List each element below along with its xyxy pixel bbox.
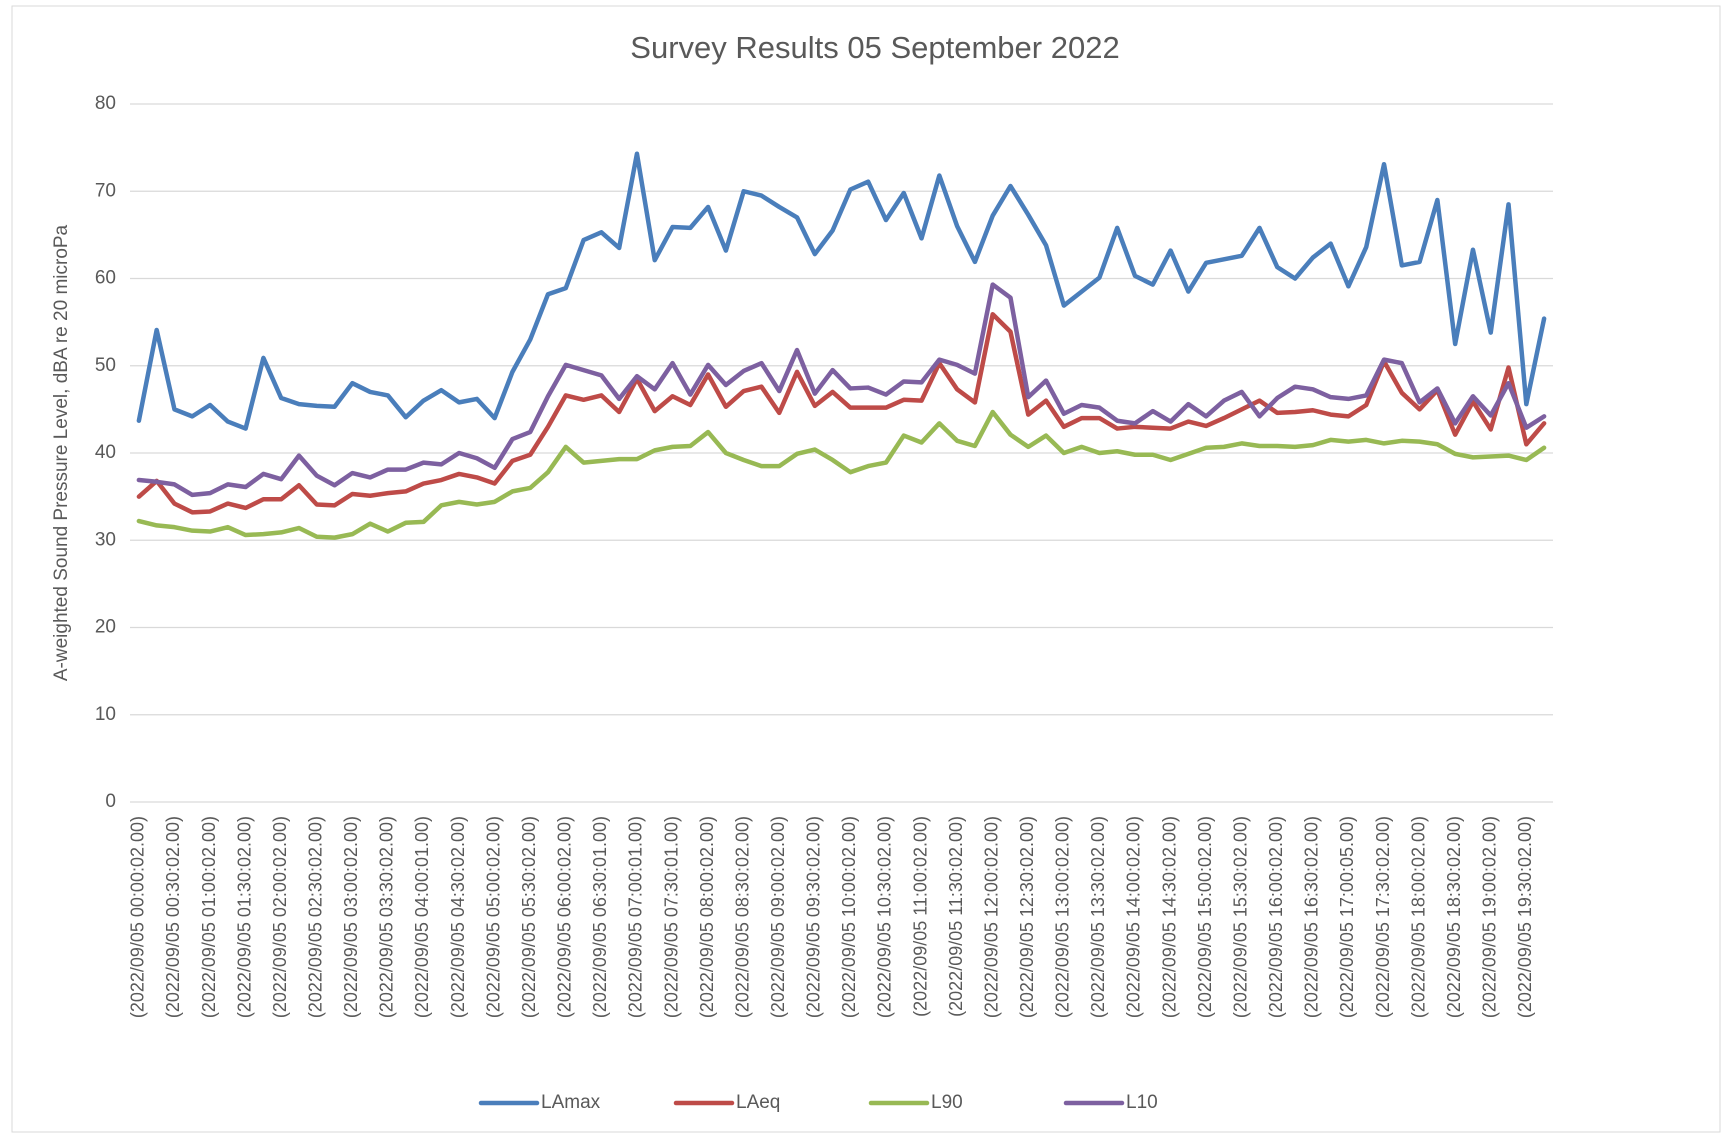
x-tick-label: (2022/09/05 09:30:02.00) xyxy=(804,816,824,1018)
x-tick-label: (2022/09/05 02:00:02.00) xyxy=(270,816,290,1018)
x-tick-label: (2022/09/05 11:00:02.00) xyxy=(910,816,930,1017)
x-tick-label: (2022/09/05 19:00:02.00) xyxy=(1479,816,1499,1018)
x-tick-label: (2022/09/05 01:30:02.00) xyxy=(234,816,254,1018)
x-tick-label: (2022/09/05 07:00:01.00) xyxy=(626,816,646,1018)
x-tick-label: (2022/09/05 06:00:02.00) xyxy=(555,816,575,1018)
x-tick-label: (2022/09/05 17:30:02.00) xyxy=(1373,816,1393,1018)
x-tick-label: (2022/09/05 18:00:02.00) xyxy=(1408,816,1428,1018)
x-tick-label: (2022/09/05 18:30:02.00) xyxy=(1444,816,1464,1018)
legend-label: L90 xyxy=(931,1092,963,1113)
x-tick-label: (2022/09/05 16:30:02.00) xyxy=(1302,816,1322,1018)
y-tick-label: 50 xyxy=(95,355,116,376)
x-tick-label: (2022/09/05 03:00:02.00) xyxy=(341,816,361,1018)
legend-label: L10 xyxy=(1126,1092,1158,1113)
x-tick-label: (2022/09/05 11:30:02.00) xyxy=(946,816,966,1017)
x-tick-label: (2022/09/05 04:00:01.00) xyxy=(412,816,432,1018)
x-tick-label: (2022/09/05 15:30:02.00) xyxy=(1230,816,1250,1018)
x-tick-label: (2022/09/05 14:00:02.00) xyxy=(1124,816,1144,1018)
y-tick-label: 70 xyxy=(95,180,116,201)
x-tick-label: (2022/09/05 10:00:02.00) xyxy=(839,816,859,1018)
y-axis-label: A-weighted Sound Pressure Level, dBA re … xyxy=(51,224,72,681)
x-tick-label: (2022/09/05 07:30:01.00) xyxy=(661,816,681,1018)
series-line xyxy=(136,282,1547,498)
x-tick-label: (2022/09/05 01:00:02.00) xyxy=(199,816,219,1018)
x-tick-label: (2022/09/05 10:30:02.00) xyxy=(875,816,895,1018)
legend-label: LAeq xyxy=(736,1092,780,1113)
y-tick-label: 30 xyxy=(95,529,116,550)
x-tick-label: (2022/09/05 09:00:02.00) xyxy=(768,816,788,1018)
x-tick-label: (2022/09/05 00:00:02.00) xyxy=(128,816,148,1018)
x-tick-label: (2022/09/05 14:30:02.00) xyxy=(1159,816,1179,1018)
series-line xyxy=(136,312,1547,515)
x-tick-label: (2022/09/05 12:30:02.00) xyxy=(1017,816,1037,1018)
chart-border xyxy=(11,5,1721,1133)
series-line xyxy=(136,409,1547,540)
y-tick-label: 10 xyxy=(95,704,116,725)
x-tick-label: (2022/09/05 06:30:01.00) xyxy=(590,816,610,1018)
x-tick-label: (2022/09/05 17:00:05.00) xyxy=(1337,816,1357,1018)
x-tick-label: (2022/09/05 05:00:02.00) xyxy=(483,816,503,1018)
x-tick-label: (2022/09/05 19:30:02.00) xyxy=(1515,816,1535,1018)
chart-title: Survey Results 05 September 2022 xyxy=(630,30,1119,65)
x-tick-label: (2022/09/05 15:00:02.00) xyxy=(1195,816,1215,1018)
x-tick-label: (2022/09/05 02:30:02.00) xyxy=(306,816,326,1018)
y-tick-label: 0 xyxy=(105,791,116,812)
x-tick-label: (2022/09/05 04:30:02.00) xyxy=(448,816,468,1018)
x-tick-label: (2022/09/05 12:00:02.00) xyxy=(981,816,1001,1018)
y-tick-label: 20 xyxy=(95,617,116,638)
y-tick-label: 60 xyxy=(95,268,116,289)
x-tick-label: (2022/09/05 05:30:02.00) xyxy=(519,816,539,1018)
series-line xyxy=(136,151,1547,431)
x-tick-label: (2022/09/05 00:30:02.00) xyxy=(163,816,183,1018)
x-tick-label: (2022/09/05 13:00:02.00) xyxy=(1053,816,1073,1018)
x-tick-label: (2022/09/05 08:00:02.00) xyxy=(697,816,717,1018)
y-tick-label: 40 xyxy=(95,442,116,463)
x-tick-label: (2022/09/05 03:30:02.00) xyxy=(377,816,397,1018)
x-tick-label: (2022/09/05 08:30:02.00) xyxy=(732,816,752,1018)
x-tick-label: (2022/09/05 16:00:02.00) xyxy=(1266,816,1286,1018)
y-tick-label: 80 xyxy=(95,93,116,114)
x-tick-label: (2022/09/05 13:30:02.00) xyxy=(1088,816,1108,1018)
legend-label: LAmax xyxy=(541,1092,601,1113)
